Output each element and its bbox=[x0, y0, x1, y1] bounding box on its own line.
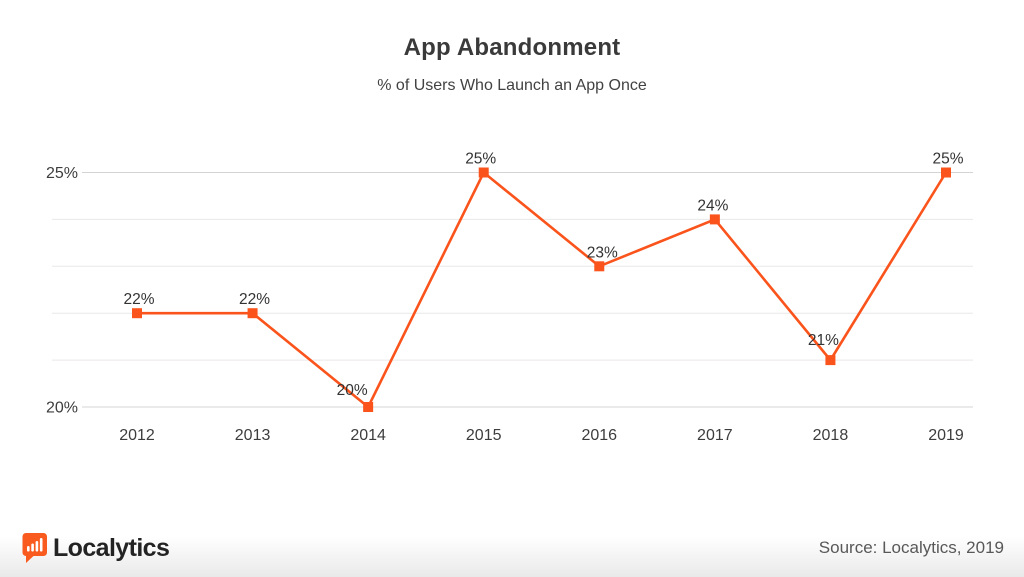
data-point bbox=[132, 308, 142, 319]
data-point bbox=[247, 308, 258, 319]
data-point-label: 20% bbox=[337, 382, 368, 399]
x-axis-label: 2019 bbox=[928, 427, 964, 444]
data-point-label: 22% bbox=[123, 291, 154, 308]
x-axis-label: 2016 bbox=[581, 427, 617, 444]
data-point bbox=[709, 214, 720, 225]
chart-subtitle: % of Users Who Launch an App Once bbox=[377, 77, 647, 94]
x-axis-label: 2018 bbox=[813, 427, 849, 444]
data-point-label: 25% bbox=[465, 151, 496, 168]
source-text: Source: Localytics, 2019 bbox=[818, 538, 1004, 557]
x-axis-label: 2015 bbox=[466, 427, 502, 444]
trend-line bbox=[137, 170, 948, 410]
localytics-logo: Localytics bbox=[22, 533, 170, 563]
x-axis-label: 2017 bbox=[697, 427, 733, 444]
data-point bbox=[594, 261, 605, 272]
data-point bbox=[478, 167, 489, 178]
data-point-label: 25% bbox=[932, 151, 963, 168]
x-axis-label: 2012 bbox=[119, 427, 155, 444]
data-point bbox=[363, 402, 374, 412]
bar-chart-speech-bubble-icon bbox=[22, 533, 47, 563]
chart-title: App Abandonment bbox=[403, 34, 621, 61]
data-point bbox=[825, 355, 836, 366]
y-axis-label: 25% bbox=[46, 165, 78, 182]
y-axis-label: 20% bbox=[46, 400, 78, 417]
x-axis-label: 2013 bbox=[235, 427, 271, 444]
data-point-label: 21% bbox=[808, 332, 839, 349]
data-point-label: 23% bbox=[587, 244, 618, 261]
x-axis-label: 2014 bbox=[350, 427, 386, 444]
data-point bbox=[941, 167, 951, 178]
data-point-label: 24% bbox=[697, 197, 728, 214]
footer: Localytics Source: Localytics, 2019 bbox=[0, 527, 1024, 563]
brand-name: Localytics bbox=[53, 533, 170, 562]
data-point-label: 22% bbox=[239, 291, 270, 308]
